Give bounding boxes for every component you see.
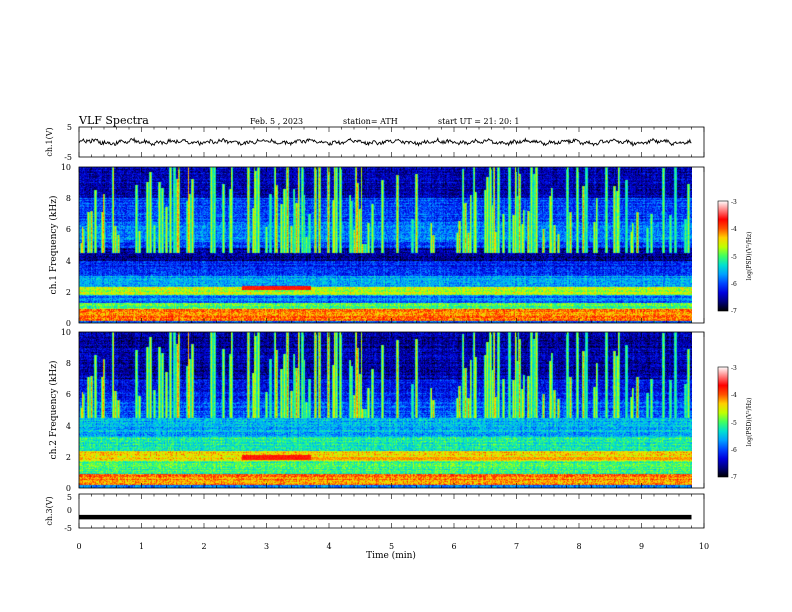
time-tick-label: 8 xyxy=(576,542,581,551)
time-tick-label: 3 xyxy=(264,542,269,551)
ch1-colorbar-tick-m3: -3 xyxy=(731,199,737,206)
ch1-freq-tick-4: 4 xyxy=(66,257,71,266)
ch1-freq-tick-8: 8 xyxy=(66,194,71,203)
start-ut-label: start UT = 21: 20: 1 xyxy=(438,117,519,126)
ch3-ylabel: ch.3(V) xyxy=(45,496,54,525)
ch3-waveform-panel: 5 0 -5 ch.3(V) 0 1 2 3 4 5 6 7 8 9 10 Time (min) xyxy=(45,493,709,561)
ch1-colorbar-label: log(PSD)(V²/Hz) xyxy=(746,232,753,281)
ch3-ytick-top: 5 xyxy=(67,493,72,502)
ch1-freq-tick-2: 2 xyxy=(66,288,71,297)
ch2-freq-tick-6: 6 xyxy=(66,390,71,399)
time-axis-tick-labels: 0 1 2 3 4 5 6 7 8 9 10 xyxy=(76,542,709,551)
time-tick-label: 2 xyxy=(201,542,206,551)
time-tick-label: 4 xyxy=(326,542,331,551)
ch3-waveform-frame xyxy=(78,493,705,529)
ch1-ytick-top: 5 xyxy=(67,123,72,132)
ch1-colorbar-tick-m7: -7 xyxy=(731,308,737,315)
time-axis-label: Time (min) xyxy=(366,550,416,561)
ch1-waveform-trace xyxy=(78,136,692,147)
ch1-colorbar-tick-m4: -4 xyxy=(731,226,737,233)
ch2-spectrogram-ticks xyxy=(78,332,705,488)
ch1-ylabel: ch.1(V) xyxy=(45,127,54,156)
ch1-spectrogram-ylabel: ch.1 Frequency (kHz) xyxy=(48,196,59,295)
ch2-spectrogram-panel: 0 2 4 6 8 10 ch.2 Frequency (kHz) -3 -4 … xyxy=(48,328,753,493)
ch3-ytick-bottom: -5 xyxy=(64,524,72,533)
ch1-freq-tick-10: 10 xyxy=(61,163,71,172)
ch1-colorbar-tick-m6: -6 xyxy=(731,281,737,288)
ch1-freq-tick-0: 0 xyxy=(66,319,71,328)
ch2-freq-tick-4: 4 xyxy=(66,422,71,431)
ch2-colorbar-tick-m3: -3 xyxy=(731,365,737,372)
figure-title: VLF Spectra xyxy=(78,114,149,127)
ch2-freq-tick-2: 2 xyxy=(66,453,71,462)
ch2-freq-tick-0: 0 xyxy=(66,484,71,493)
time-tick-label: 9 xyxy=(639,542,644,551)
station-label: station= ATH xyxy=(343,117,398,126)
ch1-waveform-panel: 5 -5 ch.1(V) xyxy=(45,123,705,162)
ch2-colorbar-tick-m5: -5 xyxy=(731,420,737,427)
ch1-spectrogram-image xyxy=(79,167,692,323)
ch2-colorbar-tick-m6: -6 xyxy=(731,447,737,454)
ch1-waveform-x-ticks xyxy=(78,127,705,157)
ch2-spectrogram-image xyxy=(79,332,692,488)
time-tick-label: 10 xyxy=(699,542,709,551)
ch2-freq-tick-10: 10 xyxy=(61,328,71,337)
time-tick-label: 0 xyxy=(76,542,81,551)
time-tick-label: 7 xyxy=(514,542,519,551)
ch3-ytick-mid: 0 xyxy=(67,506,72,515)
ch2-colorbar-label: log(PSD)(V²/Hz) xyxy=(746,398,753,447)
ch1-ytick-bottom: -5 xyxy=(64,153,72,162)
ch1-spectrogram-panel: 0 2 4 6 8 10 ch.1 Frequency (kHz) -3 -4 … xyxy=(48,163,753,328)
ch3-waveform-x-ticks xyxy=(78,494,705,528)
time-tick-label: 6 xyxy=(451,542,456,551)
ch1-spectrogram-ticks xyxy=(78,167,705,323)
ch2-spectrogram-ylabel: ch.2 Frequency (kHz) xyxy=(48,361,59,460)
time-tick-label: 1 xyxy=(139,542,144,551)
ch2-colorbar-tick-m4: -4 xyxy=(731,392,737,399)
ch1-colorbar xyxy=(717,200,729,312)
ch1-freq-tick-6: 6 xyxy=(66,225,71,234)
ch2-colorbar xyxy=(717,366,729,478)
ch1-colorbar-tick-m5: -5 xyxy=(731,254,737,261)
ch2-freq-tick-8: 8 xyxy=(66,359,71,368)
date-label: Feb. 5 , 2023 xyxy=(250,117,303,126)
time-tick-label: 5 xyxy=(389,542,394,551)
ch2-colorbar-tick-m7: -7 xyxy=(731,474,737,481)
